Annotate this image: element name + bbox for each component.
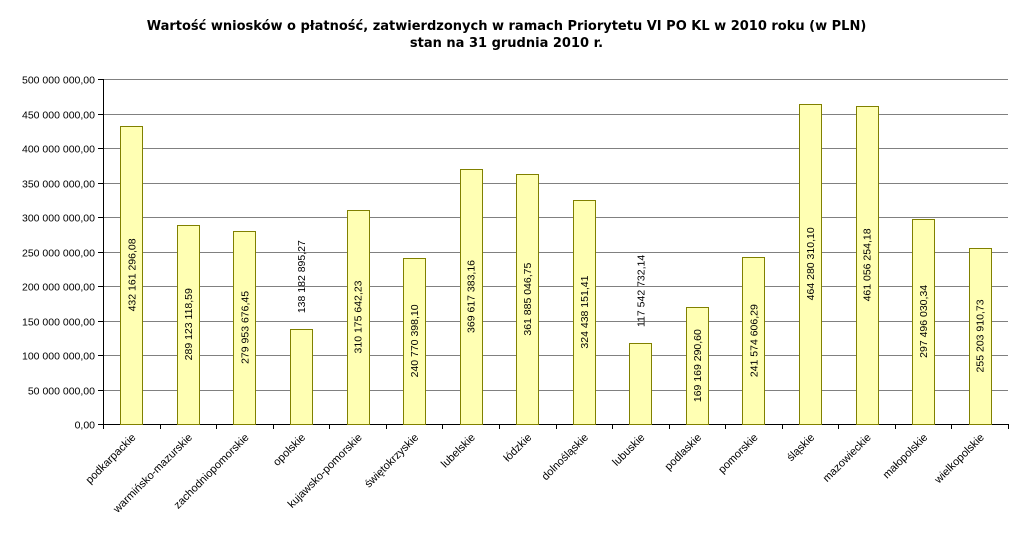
data-label: 297 496 030,34 — [918, 285, 930, 358]
data-label: 117 542 732,14 — [635, 255, 647, 327]
x-tick-label: podkarpackie — [84, 432, 139, 487]
x-tick-label: opolskie — [271, 432, 308, 469]
data-label: 279 953 676,45 — [239, 291, 251, 364]
data-label: 324 438 151,41 — [579, 275, 591, 348]
x-tick-label: łódzkie — [502, 432, 535, 465]
y-tick-label: 300 000 000,00 — [22, 213, 95, 225]
bar — [516, 174, 539, 425]
data-label: 240 770 398,10 — [409, 304, 421, 377]
bar — [742, 257, 765, 425]
chart-title-line: Wartość wniosków o płatność, zatwierdzon… — [146, 19, 867, 34]
y-tick-label: 150 000 000,00 — [22, 317, 95, 329]
y-tick-label: 400 000 000,00 — [22, 144, 95, 156]
x-tick-label: dolnośląskie — [540, 432, 591, 483]
data-label: 169 169 290,60 — [692, 329, 704, 402]
x-tick-label: podlaskie — [663, 432, 704, 473]
data-label: 241 574 606,29 — [748, 304, 760, 377]
y-tick-label: 0,00 — [75, 420, 96, 432]
x-tick-label: lubuskie — [610, 432, 647, 469]
data-label: 369 617 383,16 — [466, 260, 478, 333]
data-label: 255 203 910,73 — [975, 299, 987, 372]
bar — [290, 329, 313, 425]
x-tick-label: małopolskie — [881, 432, 931, 482]
bar — [177, 225, 200, 425]
data-label: 289 123 118,59 — [183, 288, 195, 360]
x-tick-label: wielkopolskie — [932, 432, 987, 487]
y-tick-label: 200 000 000,00 — [22, 282, 95, 294]
y-tick-label: 100 000 000,00 — [22, 351, 95, 363]
x-tick-label: świętokrzyskie — [363, 432, 422, 491]
bar — [233, 231, 256, 425]
bar — [403, 258, 426, 425]
data-label: 138 182 895,27 — [296, 240, 308, 313]
y-tick-label: 50 000 000,00 — [28, 386, 95, 398]
data-label: 461 056 254,18 — [862, 228, 874, 301]
chart-subtitle: stan na 31 grudnia 2010 r. — [409, 36, 604, 51]
bar — [347, 210, 370, 425]
bar — [799, 104, 822, 425]
data-label: 361 885 046,75 — [522, 263, 534, 336]
x-tick-label: lubelskie — [439, 432, 478, 471]
bar — [856, 106, 879, 425]
data-label: 432 161 296,08 — [126, 238, 138, 311]
y-tick-label: 450 000 000,00 — [22, 110, 95, 122]
bar — [629, 343, 652, 425]
chart-title: Wartość wniosków o płatność, zatwierdzon… — [0, 18, 1013, 52]
y-tick-label: 500 000 000,00 — [22, 75, 95, 87]
y-tick-label: 250 000 000,00 — [22, 248, 95, 260]
bar — [686, 307, 709, 425]
bar — [120, 126, 143, 425]
bar — [969, 248, 992, 425]
data-label: 464 280 310,10 — [805, 227, 817, 300]
bar — [460, 169, 483, 425]
y-tick-label: 350 000 000,00 — [22, 179, 95, 191]
bar — [573, 200, 596, 425]
x-tick-label: mazowieckie — [821, 432, 874, 485]
data-label: 310 175 642,23 — [353, 280, 365, 353]
bar — [912, 219, 935, 425]
x-tick-label: pomorskie — [716, 432, 760, 476]
x-tick-label: śląskie — [785, 432, 817, 464]
